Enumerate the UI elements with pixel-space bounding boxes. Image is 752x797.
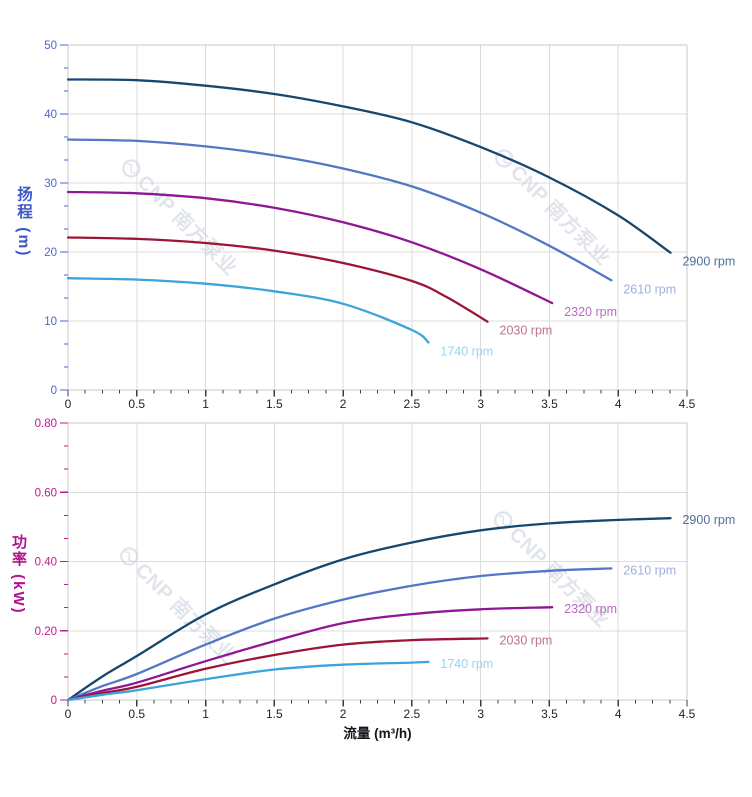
x-axis-tick-labels: 0 0.5 1 1.5 2 2.5 3 3.5 4 4.5 [65,397,696,411]
svg-text:0: 0 [65,397,72,411]
svg-text:10: 10 [44,316,57,328]
curve-2900-rpm [66,78,672,254]
head-y-axis-title: 扬程 (m) [15,186,32,258]
svg-text:CNP 南方泵业: CNP 南方泵业 [506,160,616,270]
curve-2320-rpm [66,606,554,702]
curve-label-2900-rpm: 2900 rpm [682,513,735,527]
y-axis-tick-labels: 0 10 20 30 40 50 [44,40,57,397]
svg-text:0: 0 [65,707,72,721]
y-axis-tick-labels: 0 0.20 0.40 0.60 0.80 [35,418,57,707]
curve-2610-rpm [66,567,613,702]
svg-text:2: 2 [340,397,347,411]
brand-watermark: CNP 南方泵业 [122,159,243,280]
curve-label-2030-rpm: 2030 rpm [500,324,553,338]
svg-text:20: 20 [44,247,57,259]
svg-text:1: 1 [202,707,209,721]
flow-x-axis-title: 流量 (m³/h) [343,726,412,741]
curve-label-2320-rpm: 2320 rpm [564,305,617,319]
svg-text:2.5: 2.5 [404,707,421,721]
curve-label-2320-rpm: 2320 rpm [564,602,617,616]
svg-text:3: 3 [477,707,484,721]
svg-text:3.5: 3.5 [541,397,558,411]
svg-text:0.20: 0.20 [35,626,57,638]
svg-text:CNP 南方泵业: CNP 南方泵业 [133,170,243,280]
curve-1740-rpm [66,660,430,702]
svg-text:3.5: 3.5 [541,707,558,721]
curve-label-2610-rpm: 2610 rpm [623,282,676,296]
curve-2320-rpm [66,190,554,305]
power-y-axis-title: 功率 (kW) [10,534,27,615]
curve-label-1740-rpm: 1740 rpm [440,657,493,671]
svg-text:4: 4 [615,707,622,721]
svg-text:0.60: 0.60 [35,487,57,499]
svg-text:0.80: 0.80 [35,418,57,430]
svg-text:CNP 南方泵业: CNP 南方泵业 [131,558,241,668]
curve-2900-rpm [66,517,672,702]
y-axis-ticks [60,44,68,391]
curve-label-1740-rpm: 1740 rpm [440,344,493,358]
svg-text:3: 3 [477,397,484,411]
curve-2030-rpm [66,637,489,702]
gridlines [68,45,688,390]
svg-text:1: 1 [202,397,209,411]
curve-2030-rpm [66,236,489,323]
plot-border [67,44,688,391]
svg-text:0: 0 [51,385,57,397]
svg-text:0: 0 [51,695,57,707]
curve-2610-rpm [66,138,613,282]
svg-text:4.5: 4.5 [679,707,696,721]
svg-text:40: 40 [44,109,57,121]
x-axis-ticks [67,390,688,397]
curve-label-2900-rpm: 2900 rpm [682,255,735,269]
head-chart: CNP 南方泵业 CNP 南方泵业 0 0.5 1 1.5 2 2.5 3 3.5 4 4.5 0 10 2… [44,40,735,411]
svg-text:1.5: 1.5 [266,397,283,411]
x-axis-tick-labels: 0 0.5 1 1.5 2 2.5 3 3.5 4 4.5 [65,707,696,721]
svg-text:2: 2 [340,707,347,721]
svg-text:2.5: 2.5 [404,397,421,411]
svg-text:50: 50 [44,40,57,52]
curve-label-2610-rpm: 2610 rpm [623,563,676,577]
gridlines [68,423,688,700]
svg-text:4.5: 4.5 [679,397,696,411]
svg-text:0.40: 0.40 [35,557,57,569]
y-axis-ticks [60,422,68,701]
curve-label-2030-rpm: 2030 rpm [500,633,553,647]
svg-text:0.5: 0.5 [128,397,145,411]
svg-text:4: 4 [615,397,622,411]
svg-text:0.5: 0.5 [128,707,145,721]
svg-text:30: 30 [44,178,57,190]
x-axis-ticks [67,700,688,707]
curve-1740-rpm [66,277,430,344]
svg-text:1.5: 1.5 [266,707,283,721]
brand-watermark: CNP 南方泵业 [495,149,616,270]
